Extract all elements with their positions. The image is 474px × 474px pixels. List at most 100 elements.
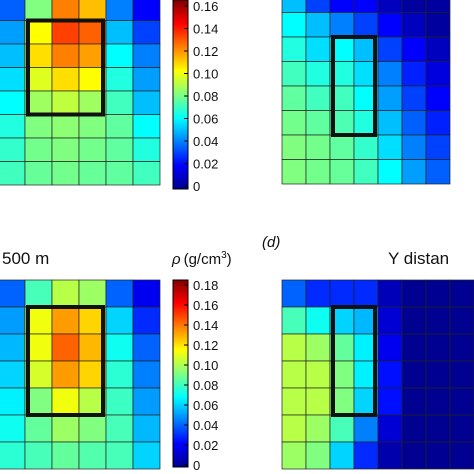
heatmap-cell (78, 137, 107, 162)
heatmap-cell (305, 360, 331, 389)
heatmap-cell (78, 414, 107, 443)
heatmap-cell (105, 90, 134, 115)
heatmap-cell (281, 279, 307, 308)
heatmap-cell (377, 36, 403, 62)
heatmap-cell (401, 0, 427, 13)
heatmap-cell (329, 159, 355, 185)
heatmap-cell (105, 441, 134, 470)
heatmap-cell (329, 0, 355, 13)
density-unit-exponent: 3 (221, 250, 227, 261)
heatmap-cell (281, 387, 307, 416)
heatmap-cell (105, 114, 134, 139)
heatmap-cell (281, 36, 307, 62)
heatmap-cell (377, 0, 403, 13)
heatmap-cell (0, 333, 26, 362)
colorbar-tick-label: 0.14 (193, 22, 218, 37)
heatmap-cell (78, 279, 107, 308)
heatmap-panel-bottom-left (0, 279, 161, 470)
heatmap-cell (281, 110, 307, 136)
heatmap-cell (353, 0, 379, 13)
heatmap-panel-top-right (281, 0, 451, 185)
heatmap-cell (281, 333, 307, 362)
heatmap-cell (105, 0, 134, 21)
colorbar-tick-label: 0.08 (193, 89, 218, 104)
heatmap-cell (305, 85, 331, 111)
heatmap-cell (0, 90, 26, 115)
label-500-m: 500 m (2, 249, 49, 268)
heatmap-cell (425, 0, 451, 13)
rho-symbol: ρ (171, 251, 181, 268)
heatmap-cell (425, 134, 451, 160)
heatmap-cell (377, 306, 403, 335)
heatmap-cell (353, 279, 379, 308)
colorbar-tick-label: 0.16 (193, 298, 218, 313)
colorbar-tick-label: 0.08 (193, 378, 218, 393)
heatmap-cell (281, 414, 307, 443)
heatmap-cell (105, 360, 134, 389)
heatmap-cell (377, 159, 403, 185)
heatmap-cell (401, 110, 427, 136)
heatmap-cell (51, 20, 80, 45)
heatmap-cell (51, 90, 80, 115)
heatmap-cell (281, 134, 307, 160)
heatmap-cell (24, 0, 53, 21)
heatmap-cell (401, 134, 427, 160)
heatmap-cell (425, 387, 451, 416)
heatmap-cell (305, 134, 331, 160)
heatmap-cell (329, 279, 355, 308)
colorbar-tick-label: 0.06 (193, 112, 218, 127)
heatmap-cell (401, 387, 427, 416)
heatmap-cell (377, 85, 403, 111)
highlight-box (331, 35, 377, 137)
heatmap-cell (377, 12, 403, 38)
heatmap-cell (449, 360, 474, 389)
colorbar-tick-label: 0.18 (193, 278, 218, 293)
heatmap-cell (377, 279, 403, 308)
heatmap-cell (105, 387, 134, 416)
heatmap-cell (425, 61, 451, 87)
heatmap-cell (105, 414, 134, 443)
heatmap-cell (51, 67, 80, 92)
heatmap-cell (377, 333, 403, 362)
heatmap-cell (132, 306, 161, 335)
heatmap-cell (401, 360, 427, 389)
heatmap-cell (51, 137, 80, 162)
heatmap-cell (305, 441, 331, 470)
heatmap-cell (401, 333, 427, 362)
heatmap-cell (425, 306, 451, 335)
heatmap-cell (377, 360, 403, 389)
heatmap-cell (132, 0, 161, 21)
heatmap-cell (281, 159, 307, 185)
heatmap-cell (377, 387, 403, 416)
heatmap-cell (425, 414, 451, 443)
heatmap-cell (105, 43, 134, 68)
colorbar-tick-label: 0.02 (193, 157, 218, 172)
heatmap-cell (132, 137, 161, 162)
heatmap-cell (0, 114, 26, 139)
heatmap-cell (132, 441, 161, 470)
heatmap-cell (0, 306, 26, 335)
colorbar-bottom-gradient (172, 279, 189, 468)
heatmap-cell (0, 441, 26, 470)
heatmap-cell (449, 441, 474, 470)
heatmap-cell (305, 414, 331, 443)
heatmap-cell (305, 306, 331, 335)
density-unit-close: ) (227, 251, 232, 268)
heatmap-cell (24, 137, 53, 162)
colorbar-tick-label: 0.04 (193, 418, 218, 433)
heatmap-cell (0, 67, 26, 92)
heatmap-cell (51, 43, 80, 68)
heatmap-cell (281, 360, 307, 389)
heatmap-cell (51, 279, 80, 308)
colorbar-tick-label: 0.10 (193, 67, 218, 82)
heatmap-cell (401, 306, 427, 335)
heatmap-cell (24, 279, 53, 308)
heatmap-cell (132, 90, 161, 115)
heatmap-cell (353, 441, 379, 470)
heatmap-cell (78, 0, 107, 21)
heatmap-cell (51, 114, 80, 139)
heatmap-cell (425, 279, 451, 308)
heatmap-cell (305, 61, 331, 87)
heatmap-cell (51, 161, 80, 186)
heatmap-cell (305, 12, 331, 38)
